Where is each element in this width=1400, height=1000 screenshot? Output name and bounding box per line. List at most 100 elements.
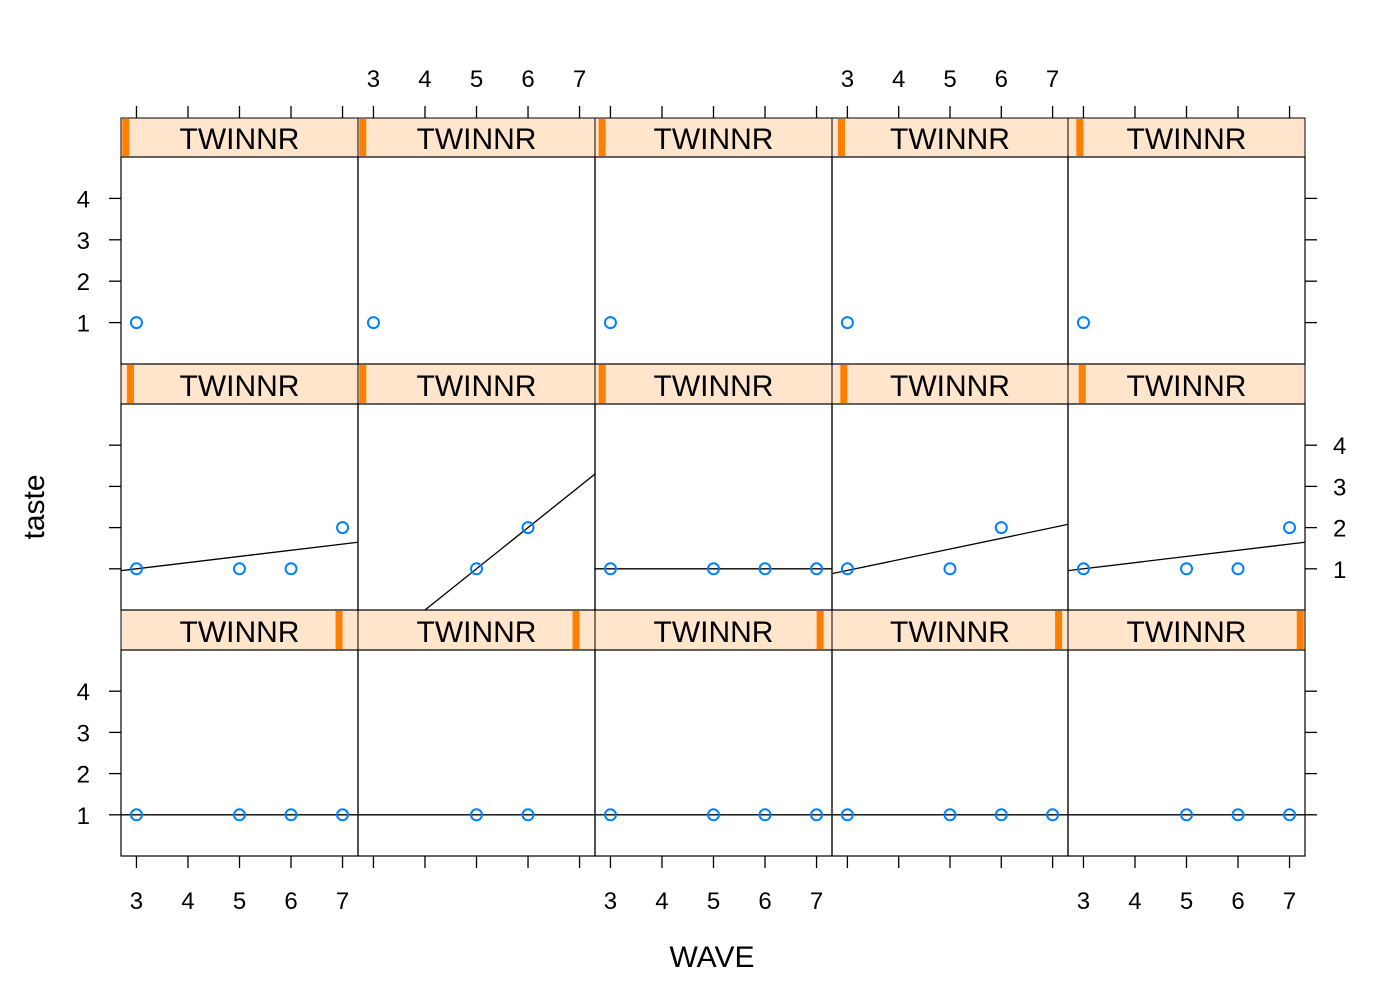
strip-background [1068,610,1305,650]
x-tick-label-bottom: 6 [1231,888,1244,915]
data-point [521,521,535,535]
data-point [994,808,1008,822]
strip-background [358,364,595,404]
y-tick-label-left: 2 [77,762,90,789]
panel-frame [120,649,359,857]
data-point [707,562,720,576]
x-tick-label-top: 7 [573,66,586,93]
panel-top-4: TWINNR [831,117,1069,365]
x-tick-label-top: 6 [995,66,1008,93]
x-tick-label-bottom: 7 [336,888,349,915]
y-tick-label-left: 1 [77,803,90,830]
x-tick-label-bottom: 4 [655,888,668,915]
data-point [758,808,772,822]
panel-frame [357,649,596,857]
strip-label: TWINNR [654,616,774,649]
strip-level-indicator [572,611,580,649]
data-point [233,562,246,576]
strip-background [121,610,358,650]
x-tick-label-bottom: 4 [1128,888,1141,915]
panel-frame [831,156,1069,365]
strip-label: TWINNR [1127,370,1247,403]
x-tick-label-bottom: 3 [604,888,617,915]
data-point [129,562,143,576]
panel-middle-2: TWINNR [357,363,596,611]
panel-middle-4: TWINNR [831,363,1069,611]
data-point [603,562,617,576]
strip-label: TWINNR [1127,616,1247,649]
strip-label: TWINNR [180,123,300,156]
panel-top-1: TWINNR [120,117,359,365]
data-point [943,808,957,822]
x-tick-label-top: 3 [367,66,380,93]
x-tick-label-bottom: 6 [284,888,297,915]
strip-background [1068,364,1305,404]
panel-bottom-2: TWINNR [357,609,596,857]
data-point [366,316,380,330]
panel-frame [831,649,1069,857]
y-tick-label-left: 4 [77,186,90,213]
y-tick-label-right: 4 [1333,433,1346,460]
data-point [470,808,483,822]
strip-background [832,118,1068,157]
x-tick-label-bottom: 3 [1077,888,1090,915]
data-point [707,808,720,822]
panel-middle-5: TWINNR [1067,363,1306,611]
strip-level-indicator [122,119,130,156]
data-point [840,808,854,822]
panel-top-2: TWINNR [357,117,596,365]
panel-middle-3: TWINNR [594,363,833,611]
strip-background [1068,118,1305,157]
x-tick-label-bottom: 5 [1180,888,1193,915]
panel-frame [831,403,1069,611]
x-tick-label-bottom: 3 [130,888,143,915]
strip-background [358,118,595,157]
panel-frame [594,403,833,611]
strip-label: TWINNR [417,370,537,403]
panel-frame [120,156,359,365]
axes: 3 4 5 6 7 3 4 5 6 7 3 4 5 6 7 3 4 5 6 7 3 4 5 6 7 1 2 3 4 1 2 3 4 1 2 3 4 [77,66,1347,915]
panel-frame [594,156,833,365]
regression-line [1068,541,1305,572]
strip-background [595,610,832,650]
y-tick-label-right: 1 [1333,557,1346,584]
x-tick-label-top: 4 [892,66,905,93]
x-axis-label: WAVE [669,941,754,974]
x-tick-label-bottom: 4 [181,888,194,915]
panel-bottom-5: TWINNR [1067,609,1306,857]
strip-label: TWINNR [890,123,1010,156]
y-axis-label: taste [18,474,51,539]
strip-background [832,610,1068,650]
strip-label: TWINNR [417,123,537,156]
y-tick-label-left: 3 [77,720,90,747]
data-point [810,562,824,576]
data-point [1180,808,1193,822]
data-point [336,808,350,822]
data-point [336,521,350,535]
strip-level-indicator [837,119,845,156]
data-point [1283,808,1297,822]
panel-bottom-3: TWINNR [594,609,833,857]
panel-bottom-1: TWINNR [120,609,359,857]
strip-label: TWINNR [180,616,300,649]
data-point [470,562,483,576]
y-tick-label-right: 2 [1333,516,1346,543]
data-point [233,808,246,822]
strip-level-indicator [1076,119,1084,156]
strip-level-indicator [126,365,134,403]
regression-line [423,473,595,610]
strip-label: TWINNR [654,123,774,156]
panel-frame [120,403,359,611]
data-point [1046,808,1060,822]
strip-label: TWINNR [654,370,774,403]
x-tick-label-bottom: 7 [810,888,823,915]
data-point [603,808,617,822]
panel-frame [1067,403,1306,611]
x-tick-label-top: 3 [841,66,854,93]
strip-level-indicator [598,119,606,156]
strip-background [121,364,358,404]
y-tick-label-right: 3 [1333,474,1346,501]
x-tick-label-top: 6 [521,66,534,93]
data-point [1231,808,1245,822]
